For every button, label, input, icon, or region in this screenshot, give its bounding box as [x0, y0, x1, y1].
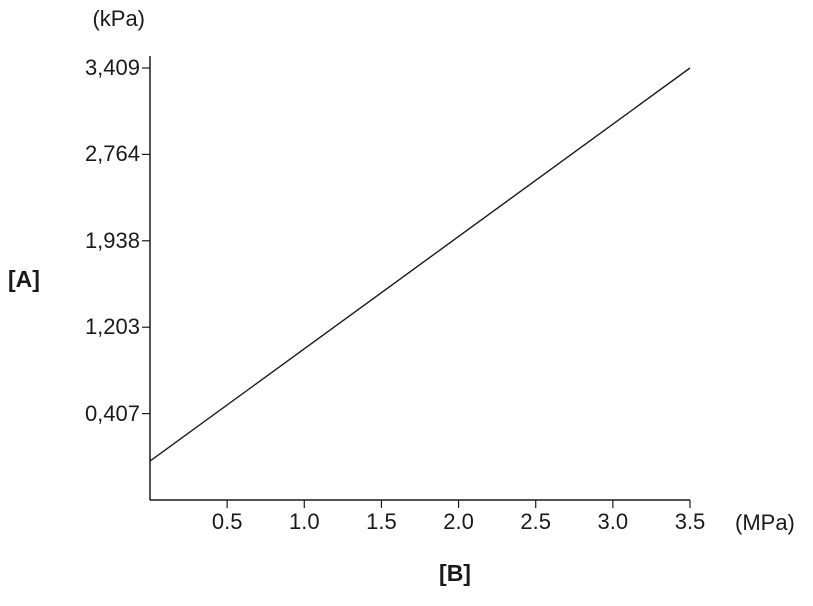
x-tick-label: 1.5: [366, 509, 397, 534]
y-tick-label: 0,407: [84, 400, 140, 426]
x-axis-title: [B]: [439, 560, 471, 586]
y-tick-label: 3,409: [84, 55, 140, 80]
x-tick-label: 3.0: [597, 509, 629, 534]
x-axis-unit-label: (MPa): [735, 510, 795, 535]
y-axis-unit-label: (kPa): [92, 6, 145, 31]
x-tick-label: 3.5: [674, 509, 706, 534]
y-tick-label: 1,203: [84, 314, 140, 340]
x-tick-label: 1.0: [288, 509, 320, 534]
y-axis-title: [A]: [8, 266, 40, 292]
x-tick-label: 2.5: [520, 509, 551, 534]
y-tick-label: 1,938: [84, 227, 140, 253]
y-tick-label: 2,764: [84, 141, 140, 167]
x-tick-label: 0.5: [211, 509, 243, 534]
data-line: [149, 67, 691, 462]
x-tick-label: 2.0: [443, 509, 474, 534]
